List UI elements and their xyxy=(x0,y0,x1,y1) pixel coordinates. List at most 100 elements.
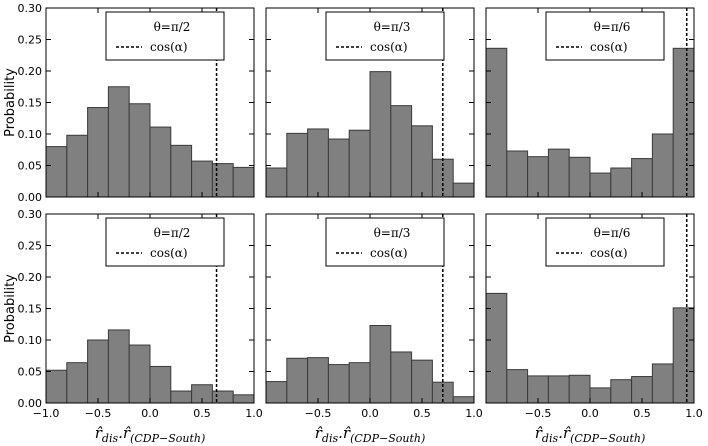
histogram-bar xyxy=(348,129,371,198)
histogram-bar xyxy=(327,138,350,198)
x-axis-label-part: dis xyxy=(542,432,559,445)
histogram-bar xyxy=(327,364,350,404)
histogram-bar xyxy=(452,182,475,198)
x-axis-label-part: (CDP−South) xyxy=(130,432,205,445)
y-tick-label: 0.05 xyxy=(18,366,43,379)
histogram-bar xyxy=(369,71,392,198)
legend-theta: θ=π/3 xyxy=(374,226,411,240)
x-axis-label-part: dis xyxy=(322,432,339,445)
histogram-bar xyxy=(527,156,549,198)
legend-cos-alpha: cos(α) xyxy=(150,40,188,54)
histogram-bar xyxy=(191,160,213,198)
histogram-bar xyxy=(651,363,674,404)
legend-box xyxy=(105,11,225,61)
histogram-bar xyxy=(149,365,172,404)
histogram-bar xyxy=(265,381,288,404)
histogram-bar xyxy=(568,156,591,198)
histogram-bar xyxy=(149,126,172,198)
x-tick-label: 0.0 xyxy=(141,407,159,420)
y-tick-label: 0.00 xyxy=(18,397,43,410)
legend: θ=π/2 cos(α) xyxy=(105,11,225,61)
y-tick-label: 0.20 xyxy=(18,271,43,284)
legend-theta: θ=π/2 xyxy=(154,20,191,34)
legend-box xyxy=(545,11,665,61)
x-tick-label: 1.0 xyxy=(245,407,263,420)
y-tick-label: 0.00 xyxy=(18,191,43,204)
histogram-bar xyxy=(232,166,255,198)
legend: θ=π/6 cos(α) xyxy=(545,11,665,61)
x-tick-label: 0.0 xyxy=(581,407,599,420)
histogram-bar xyxy=(651,133,674,198)
histogram-bar xyxy=(128,103,151,198)
histogram-bar xyxy=(485,292,508,404)
x-axis-label-part: dis xyxy=(102,432,119,445)
histogram-bar xyxy=(506,369,529,404)
x-tick-label: 0.5 xyxy=(413,407,431,420)
legend: θ=π/2 cos(α) xyxy=(105,217,225,267)
x-tick-label: 1.0 xyxy=(685,407,703,420)
x-tick-label: −1.0 xyxy=(33,407,60,420)
legend-theta: θ=π/6 xyxy=(594,20,631,34)
legend-theta: θ=π/2 xyxy=(154,226,191,240)
y-tick-label: 0.30 xyxy=(18,2,43,15)
histogram-bar xyxy=(307,357,329,404)
histogram-bar xyxy=(547,148,570,198)
histogram-bar xyxy=(506,150,529,198)
histogram-bar xyxy=(286,357,309,404)
legend-cos-alpha: cos(α) xyxy=(370,40,408,54)
histogram-bar xyxy=(87,339,109,404)
x-tick-label: −0.5 xyxy=(525,407,552,420)
histogram-bar xyxy=(589,172,612,198)
histogram-bar xyxy=(211,163,234,198)
x-axis-label: r̂dis.r̂(CDP−South) xyxy=(95,424,206,445)
panel-r1-c0: 0.00 0.05 0.10 0.15 0.20 0.25 0.30 −1.0 −0.5 0.0 0… xyxy=(18,208,263,420)
histogram-bar xyxy=(66,134,89,198)
x-axis-label-part: (CDP−South) xyxy=(570,432,645,445)
histogram-bar xyxy=(107,329,130,404)
histogram-bar xyxy=(631,158,653,198)
histogram-bar xyxy=(610,379,633,404)
x-axis-label: r̂dis.r̂(CDP−South) xyxy=(535,424,646,445)
legend-cos-alpha: cos(α) xyxy=(590,246,628,260)
histogram-bar xyxy=(411,125,433,198)
x-tick-label: 0.5 xyxy=(193,407,211,420)
x-axis-label-part: r̂ xyxy=(315,424,323,442)
x-tick-label: 0.5 xyxy=(633,407,651,420)
x-tick-label: −0.5 xyxy=(305,407,332,420)
histogram-bar xyxy=(170,144,193,198)
panel-r0-c1: θ=π/3 cos(α) xyxy=(265,7,475,198)
y-axis-label: Probability xyxy=(3,274,18,343)
y-tick-label: 0.15 xyxy=(18,97,43,110)
histogram-bar xyxy=(452,396,475,404)
histogram-bar xyxy=(232,394,255,404)
legend: θ=π/3 cos(α) xyxy=(325,11,445,61)
histogram-bar xyxy=(211,390,234,404)
panel-r0-c2: θ=π/6 cos(α) xyxy=(485,7,695,198)
legend-theta: θ=π/6 xyxy=(594,226,631,240)
y-tick-label: 0.10 xyxy=(18,128,43,141)
x-tick-label: 1.0 xyxy=(465,407,483,420)
x-axis-label-part: r̂ xyxy=(535,424,543,442)
legend: θ=π/6 cos(α) xyxy=(545,217,665,267)
legend-box xyxy=(325,11,445,61)
histogram-bar xyxy=(107,86,130,198)
y-tick-label: 0.05 xyxy=(18,160,43,173)
legend-cos-alpha: cos(α) xyxy=(370,246,408,260)
histogram-bar xyxy=(610,167,633,198)
histogram-bar xyxy=(170,390,193,404)
x-axis-label-part: r̂ xyxy=(95,424,103,442)
x-axis-label-part: (CDP−South) xyxy=(350,432,425,445)
histogram-bar xyxy=(286,132,309,198)
y-tick-label: 0.25 xyxy=(18,34,43,47)
legend-box xyxy=(105,217,225,267)
legend-box xyxy=(545,217,665,267)
x-tick-label: 0.0 xyxy=(361,407,379,420)
y-tick-label: 0.10 xyxy=(18,334,43,347)
histogram-bar xyxy=(411,359,433,404)
histogram-bar xyxy=(390,105,413,198)
histogram-bar xyxy=(568,374,591,404)
legend: θ=π/3 cos(α) xyxy=(325,217,445,267)
histogram-bar xyxy=(672,307,695,404)
histogram-bar xyxy=(66,362,89,404)
